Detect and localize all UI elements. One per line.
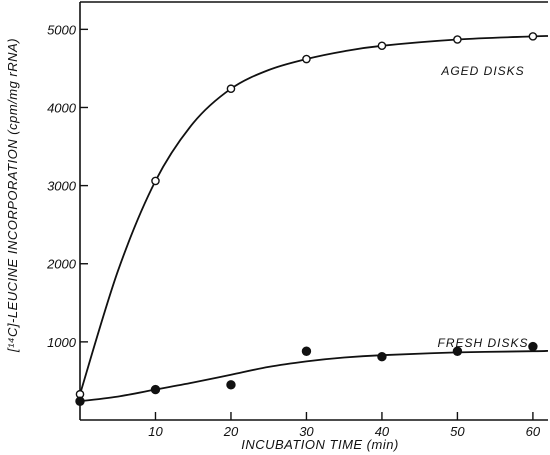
y-tick-label: 2000 [46,257,77,272]
x-tick-label: 40 [375,424,390,439]
x-tick-label: 60 [526,424,541,439]
aged-disks-point [302,54,311,64]
fresh-disks-point [377,352,387,362]
x-axis-label: INCUBATION TIME (min) [241,437,399,452]
fresh-disks-point [301,346,312,356]
aged-disks-label: AGED DISKS [440,64,524,78]
x-tick-label: 50 [450,424,465,439]
fresh-disks-label: FRESH DISKS [437,336,528,350]
aged-disks-point [226,84,236,94]
fresh-disks-point [452,346,463,356]
y-tick-label: 3000 [47,179,77,194]
y-tick-label: 5000 [47,22,77,37]
x-tick-label: 30 [299,424,314,439]
fresh-disks-point [528,341,538,352]
fresh-disks-point [75,396,85,406]
y-axis-label: [¹⁴C]-LEUCINE INCORPORATION (cpm/mg rRNA… [5,38,20,353]
series-points [75,32,538,406]
x-tick-label: 20 [223,424,239,439]
y-tick-label: 4000 [47,100,77,115]
aged-disks-point [151,176,160,186]
aged-disks-point [377,41,387,51]
series-labels: AGED DISKS FRESH DISKS [437,64,528,350]
aged-disks-point [528,32,538,41]
y-ticks: 1000 2000 3000 4000 5000 [46,22,88,350]
fresh-disks-point [226,380,236,390]
fresh-disks-point [150,384,161,395]
x-ticks: 10 20 30 40 50 60 [148,412,541,439]
x-tick-label: 10 [148,424,163,439]
fresh-disks-curve [79,350,549,403]
y-tick-label: 1000 [47,335,77,350]
aged-disks-point [453,35,462,44]
axes [79,1,548,421]
